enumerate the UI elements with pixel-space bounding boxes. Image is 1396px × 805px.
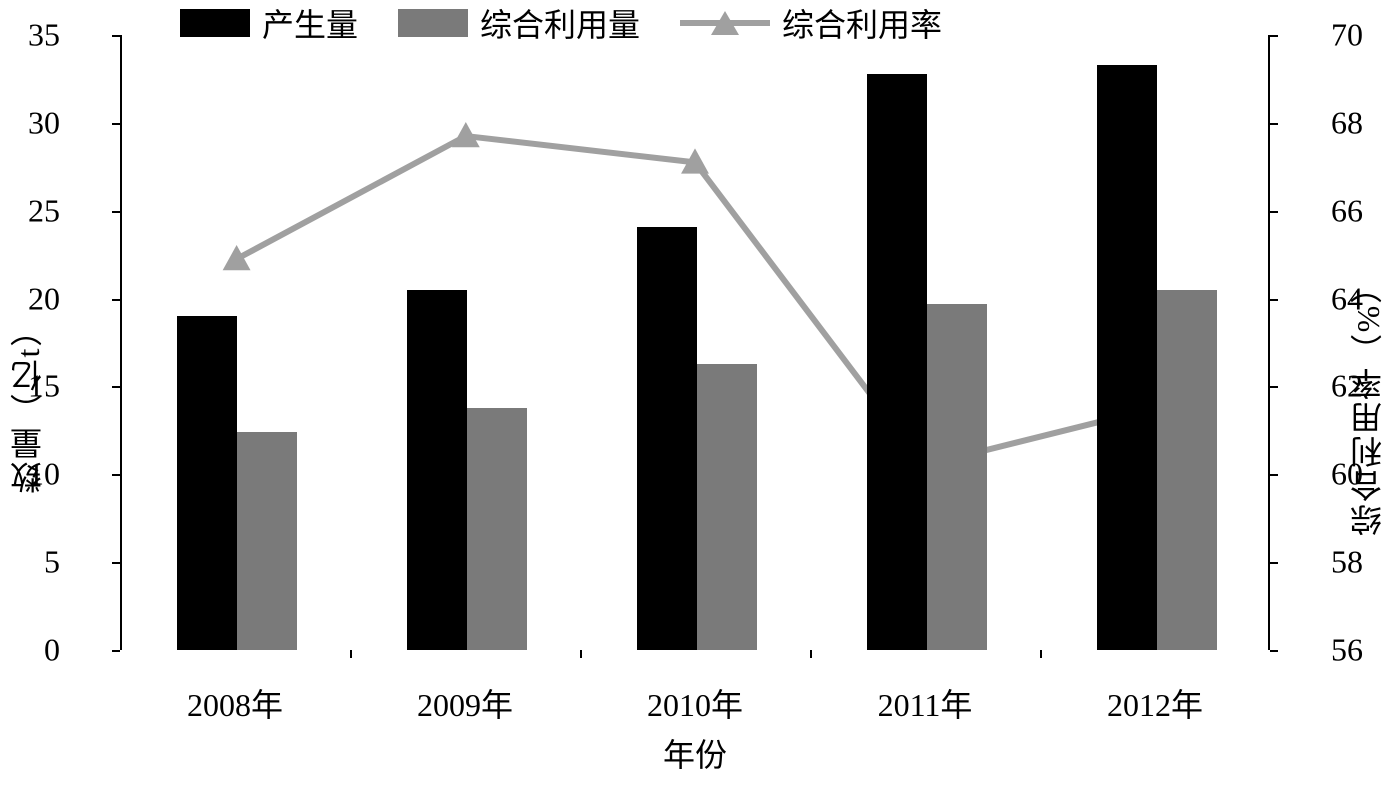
tick-mark: [112, 386, 120, 388]
y-left-tick-label: 20: [28, 280, 60, 317]
y-right-tick-label: 62: [1331, 368, 1363, 405]
x-tick-label: 2008年: [187, 680, 283, 726]
tick-mark: [1270, 211, 1278, 213]
y-left-tick-label: 30: [28, 104, 60, 141]
y-left-tick-label: 35: [28, 17, 60, 54]
tick-mark: [1270, 650, 1278, 652]
y-right-tick-label: 60: [1331, 456, 1363, 493]
bar-production: [1097, 65, 1157, 650]
plot-area: [120, 35, 1270, 650]
y-right-tick-label: 66: [1331, 192, 1363, 229]
legend-swatch-rate: [680, 20, 770, 26]
bar-utilization: [237, 432, 297, 650]
chart-container: 产生量 综合利用量 综合利用率 数量（亿t） 综合利用率（%） 05101520…: [0, 0, 1396, 805]
rate-marker-triangle-icon: [452, 122, 480, 147]
x-tick-label: 2011年: [878, 680, 973, 726]
tick-mark: [350, 650, 352, 658]
tick-mark: [1270, 299, 1278, 301]
tick-mark: [1040, 650, 1042, 658]
bar-utilization: [697, 364, 757, 650]
rate-marker-triangle-icon: [681, 148, 709, 173]
y-right-tick-label: 68: [1331, 104, 1363, 141]
tick-mark: [112, 562, 120, 564]
bar-production: [407, 290, 467, 650]
tick-mark: [112, 211, 120, 213]
legend-swatch-utilization: [398, 9, 468, 37]
y-right-tick-label: 58: [1331, 544, 1363, 581]
tick-mark: [1270, 123, 1278, 125]
rate-marker-triangle-icon: [223, 245, 251, 270]
tick-mark: [112, 474, 120, 476]
y-left-tick-label: 25: [28, 192, 60, 229]
bar-production: [867, 74, 927, 650]
legend-swatch-production: [180, 9, 250, 37]
tick-mark: [112, 299, 120, 301]
y-right-tick-label: 56: [1331, 632, 1363, 669]
tick-mark: [580, 650, 582, 658]
x-axis-title: 年份: [663, 730, 727, 776]
bar-utilization: [1157, 290, 1217, 650]
tick-mark: [1270, 474, 1278, 476]
bar-production: [637, 227, 697, 650]
x-tick-label: 2010年: [647, 680, 743, 726]
tick-mark: [112, 35, 120, 37]
tick-mark: [1270, 35, 1278, 37]
x-tick-label: 2009年: [417, 680, 513, 726]
x-tick-label: 2012年: [1107, 680, 1203, 726]
legend-triangle-icon: [711, 11, 739, 35]
y-left-tick-label: 15: [28, 368, 60, 405]
tick-mark: [1270, 562, 1278, 564]
y-right-tick-label: 64: [1331, 280, 1363, 317]
y-left-tick-label: 10: [28, 456, 60, 493]
tick-mark: [1270, 386, 1278, 388]
tick-mark: [810, 650, 812, 658]
bar-utilization: [467, 408, 527, 650]
bar-utilization: [927, 304, 987, 650]
y-right-tick-label: 70: [1331, 17, 1363, 54]
bar-production: [177, 316, 237, 650]
y-left-tick-label: 0: [44, 632, 60, 669]
y-left-tick-label: 5: [44, 544, 60, 581]
tick-mark: [112, 123, 120, 125]
tick-mark: [112, 650, 120, 652]
